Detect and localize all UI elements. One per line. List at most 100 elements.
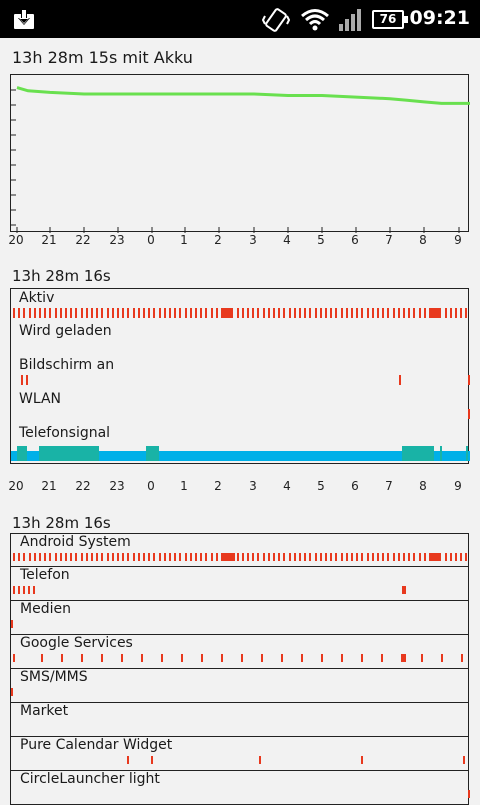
battery-time-axis: 20 21 22 23 0 1 2 3 4 5 6 7 8 9 bbox=[0, 233, 480, 249]
event-mark bbox=[216, 308, 218, 318]
app-wake-mark bbox=[200, 553, 202, 561]
app-wake-mark bbox=[169, 553, 171, 561]
app-name: Google Services bbox=[20, 635, 133, 651]
axis-tick-label: 6 bbox=[351, 479, 359, 493]
app-wake-mark bbox=[261, 654, 263, 662]
app-wake-mark bbox=[341, 553, 343, 561]
app-wake-mark bbox=[101, 553, 103, 561]
event-mark bbox=[70, 308, 72, 318]
axis-tick-label: 9 bbox=[454, 479, 462, 493]
app-name: Android System bbox=[20, 534, 131, 550]
app-row[interactable]: SMS/MMS bbox=[10, 669, 469, 703]
app-wake-mark bbox=[382, 553, 384, 561]
event-mark bbox=[205, 308, 207, 318]
axis-tick-label: 22 bbox=[75, 479, 91, 493]
app-wake-mark bbox=[402, 586, 406, 594]
app-wake-mark bbox=[465, 553, 467, 561]
app-row[interactable]: CircleLauncher light bbox=[10, 771, 470, 805]
event-mark bbox=[325, 308, 327, 318]
app-name: SMS/MMS bbox=[20, 669, 88, 685]
app-row[interactable]: Medien bbox=[10, 601, 469, 635]
axis-tick-label: 21 bbox=[41, 233, 57, 247]
app-wake-mark bbox=[461, 654, 463, 662]
app-wake-mark bbox=[201, 654, 203, 662]
event-mark bbox=[29, 308, 31, 318]
event-mark bbox=[101, 308, 103, 318]
history-label-signal: Telefonsignal bbox=[19, 425, 111, 441]
battery-icon: 76 bbox=[372, 10, 408, 29]
history-label-charging: Wird geladen bbox=[19, 323, 112, 339]
app-wake-mark bbox=[13, 586, 15, 594]
axis-tick-label: 3 bbox=[249, 233, 257, 247]
axis-tick-label: 23 bbox=[109, 479, 125, 493]
app-wake-mark bbox=[263, 553, 265, 561]
app-row[interactable]: Market bbox=[10, 703, 469, 737]
app-wake-mark bbox=[18, 586, 20, 594]
axis-tick-label: 21 bbox=[41, 479, 57, 493]
app-wake-mark bbox=[281, 654, 283, 662]
history-title: 13h 28m 16s bbox=[12, 267, 111, 285]
event-mark bbox=[257, 308, 259, 318]
history-label-screen: Bildschirm an bbox=[19, 357, 115, 373]
signal-icon bbox=[339, 9, 361, 31]
event-mark bbox=[268, 308, 270, 318]
app-wake-mark bbox=[283, 553, 285, 561]
app-wake-mark bbox=[41, 654, 43, 662]
battery-level-line bbox=[16, 86, 470, 105]
app-wake-mark bbox=[23, 553, 25, 561]
axis-tick-label: 0 bbox=[147, 233, 155, 247]
battery-duration-title: 13h 28m 15s mit Akku bbox=[12, 48, 193, 67]
app-wake-mark bbox=[315, 553, 317, 561]
event-mark bbox=[455, 308, 457, 318]
app-name: Market bbox=[20, 703, 69, 719]
app-row[interactable]: Telefon bbox=[10, 567, 469, 601]
event-mark bbox=[299, 308, 301, 318]
app-wake-mark bbox=[257, 553, 259, 561]
history-time-axis: 20 21 22 23 0 1 2 3 4 5 6 7 8 9 bbox=[0, 479, 480, 495]
event-mark bbox=[21, 375, 23, 385]
app-wake-mark bbox=[468, 790, 470, 798]
event-mark bbox=[75, 308, 77, 318]
app-wake-mark bbox=[221, 654, 223, 662]
app-wake-mark bbox=[127, 553, 129, 561]
event-mark bbox=[247, 308, 249, 318]
signal-weak-segment bbox=[146, 446, 159, 461]
event-mark bbox=[26, 375, 28, 385]
app-wake-mark bbox=[18, 553, 20, 561]
app-wake-mark bbox=[325, 553, 327, 561]
event-mark bbox=[143, 308, 145, 318]
event-mark bbox=[179, 308, 181, 318]
axis-tick-label: 1 bbox=[180, 233, 188, 247]
app-wake-mark bbox=[143, 553, 145, 561]
event-mark bbox=[283, 308, 285, 318]
app-wake-mark bbox=[205, 553, 207, 561]
app-wake-mark bbox=[419, 553, 421, 561]
axis-tick-label: 2 bbox=[214, 233, 222, 247]
event-mark bbox=[304, 308, 306, 318]
history-chart: Aktiv Wird geladen Bildschirm an WLAN Te… bbox=[10, 288, 470, 464]
app-wake-mark bbox=[34, 553, 36, 561]
app-wake-mark bbox=[148, 553, 150, 561]
history-label-wifi: WLAN bbox=[19, 391, 62, 407]
event-mark bbox=[429, 308, 435, 318]
app-row[interactable]: Pure Calendar Widget bbox=[10, 737, 469, 771]
axis-tick-label: 8 bbox=[419, 479, 427, 493]
app-wake-mark bbox=[247, 553, 249, 561]
app-wake-mark bbox=[237, 553, 239, 561]
app-wake-mark bbox=[278, 553, 280, 561]
status-clock: 09:21 bbox=[409, 7, 470, 29]
axis-tick-label: 1 bbox=[180, 479, 188, 493]
event-mark bbox=[309, 308, 311, 318]
app-wake-mark bbox=[361, 756, 363, 764]
event-mark bbox=[278, 308, 280, 318]
axis-tick-label: 9 bbox=[454, 233, 462, 247]
app-wake-mark bbox=[381, 654, 383, 662]
app-wake-mark bbox=[121, 654, 123, 662]
app-wake-mark bbox=[377, 553, 379, 561]
app-wake-mark bbox=[138, 553, 140, 561]
app-wake-mark bbox=[153, 553, 155, 561]
app-name: CircleLauncher light bbox=[20, 771, 160, 787]
app-row[interactable]: Android System bbox=[10, 533, 469, 567]
event-mark bbox=[174, 308, 176, 318]
app-row[interactable]: Google Services bbox=[10, 635, 469, 669]
